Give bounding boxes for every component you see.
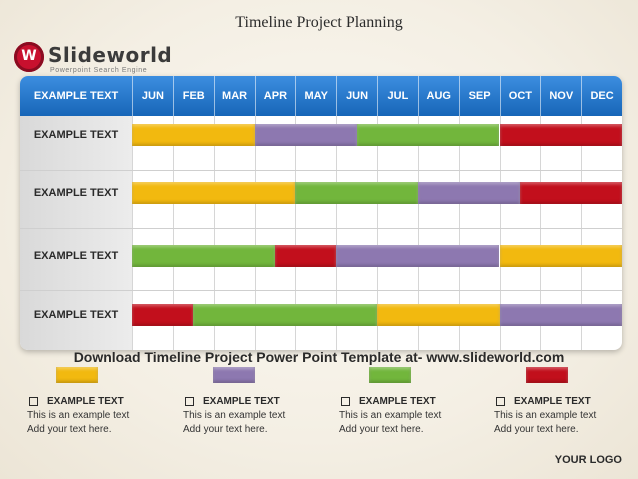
grid-vline bbox=[254, 116, 256, 350]
gantt-bar-row2-1 bbox=[274, 245, 337, 267]
month-header-2: MAR bbox=[213, 76, 255, 116]
legend-line1-2: This is an example text bbox=[339, 410, 442, 421]
legend-swatch-1 bbox=[213, 367, 255, 383]
logo-tagline: Powerpoint Search Engine bbox=[50, 67, 148, 74]
grid-hline bbox=[20, 170, 622, 171]
checkbox-icon bbox=[496, 397, 505, 406]
legend-line2-0: Add your text here. bbox=[27, 424, 112, 435]
row-label-1: EXAMPLE TEXT bbox=[33, 187, 119, 199]
gantt-bar-row0-0 bbox=[132, 124, 255, 146]
grid-vline bbox=[540, 116, 542, 350]
legend-title-2: EXAMPLE TEXT bbox=[339, 396, 489, 407]
month-header-1: FEB bbox=[172, 76, 214, 116]
month-header-6: JUL bbox=[377, 76, 418, 116]
gantt-bar-row1-0 bbox=[132, 182, 296, 204]
legend-item-0: EXAMPLE TEXT This is an example text Add y… bbox=[27, 396, 177, 435]
month-header-3: APR bbox=[254, 76, 296, 116]
month-header-10: NOV bbox=[540, 76, 581, 116]
gantt-bar-row2-3 bbox=[499, 245, 622, 267]
grid-vline bbox=[581, 116, 583, 350]
legend-item-2: EXAMPLE TEXT This is an example text Add y… bbox=[339, 396, 489, 435]
gantt-bar-row0-3 bbox=[499, 124, 622, 146]
timeline-table: EXAMPLE TEXT JUN FEB MAR APR MAY JUN JUL AUG SEP O… bbox=[20, 76, 622, 350]
grid-vline bbox=[458, 116, 460, 350]
gantt-bar-row0-1 bbox=[254, 124, 357, 146]
legend-title-3: EXAMPLE TEXT bbox=[494, 396, 638, 407]
grid-vline bbox=[172, 116, 174, 350]
legend-title-0: EXAMPLE TEXT bbox=[27, 396, 177, 407]
legend-line1-3: This is an example text bbox=[494, 410, 597, 421]
month-header-8: SEP bbox=[458, 76, 500, 116]
legend-title-1: EXAMPLE TEXT bbox=[183, 396, 333, 407]
slideworld-logo: Slideworld Powerpoint Search Engine bbox=[14, 40, 184, 76]
row-label-0: EXAMPLE TEXT bbox=[33, 129, 119, 141]
gantt-bar-row3-2 bbox=[377, 304, 500, 326]
grid-vline bbox=[417, 116, 419, 350]
month-header-11: DEC bbox=[581, 76, 622, 116]
download-caption: Download Timeline Project Power Point Te… bbox=[73, 349, 565, 365]
gantt-bar-row2-2 bbox=[336, 245, 500, 267]
grid-vline bbox=[295, 116, 297, 350]
grid-hline bbox=[20, 228, 622, 229]
month-header-7: AUG bbox=[417, 76, 459, 116]
month-header-5: JUN bbox=[336, 76, 377, 116]
legend-swatch-0 bbox=[56, 367, 98, 383]
gantt-bar-row3-1 bbox=[193, 304, 377, 326]
legend-line1-0: This is an example text bbox=[27, 410, 130, 421]
month-header: EXAMPLE TEXT JUN FEB MAR APR MAY JUN JUL AUG SEP O… bbox=[20, 76, 622, 116]
legend-line2-2: Add your text here. bbox=[339, 424, 424, 435]
legend-item-3: EXAMPLE TEXT This is an example text Add y… bbox=[494, 396, 638, 435]
logo-name: Slideworld bbox=[48, 43, 173, 67]
gantt-bar-row1-1 bbox=[295, 182, 418, 204]
gantt-bar-row1-2 bbox=[417, 182, 520, 204]
row-label-3: EXAMPLE TEXT bbox=[33, 309, 119, 321]
row-label-column bbox=[20, 116, 132, 350]
grid-vline bbox=[336, 116, 338, 350]
header-corner-label: EXAMPLE TEXT bbox=[33, 90, 119, 102]
month-header-4: MAY bbox=[295, 76, 336, 116]
legend-title-text: EXAMPLE TEXT bbox=[359, 396, 436, 407]
grid-vline bbox=[377, 116, 378, 350]
slide-title: Timeline Project Planning bbox=[235, 14, 403, 31]
your-logo-text: YOUR LOGO bbox=[554, 454, 622, 466]
legend-line1-1: This is an example text bbox=[183, 410, 286, 421]
legend-line2-1: Add your text here. bbox=[183, 424, 268, 435]
gantt-bar-row3-3 bbox=[499, 304, 622, 326]
gantt-bar-row3-0 bbox=[132, 304, 194, 326]
grid-vline bbox=[499, 116, 501, 350]
grid-vline bbox=[132, 116, 133, 350]
gantt-bar-row0-2 bbox=[356, 124, 500, 146]
month-header-9: OCT bbox=[499, 76, 541, 116]
grid-hline bbox=[20, 290, 622, 291]
grid-vline bbox=[213, 116, 215, 350]
legend-line2-3: Add your text here. bbox=[494, 424, 579, 435]
legend-title-text: EXAMPLE TEXT bbox=[203, 396, 280, 407]
row-label-2: EXAMPLE TEXT bbox=[33, 250, 119, 262]
legend-title-text: EXAMPLE TEXT bbox=[47, 396, 124, 407]
gantt-bar-row2-0 bbox=[132, 245, 275, 267]
month-header-0: JUN bbox=[132, 76, 173, 116]
legend-swatch-2 bbox=[369, 367, 411, 383]
checkbox-icon bbox=[341, 397, 350, 406]
legend-item-1: EXAMPLE TEXT This is an example text Add y… bbox=[183, 396, 333, 435]
checkbox-icon bbox=[29, 397, 38, 406]
checkbox-icon bbox=[185, 397, 194, 406]
slideworld-logo-icon bbox=[14, 42, 44, 72]
gantt-bar-row1-3 bbox=[519, 182, 622, 204]
legend-swatch-3 bbox=[526, 367, 568, 383]
legend-title-text: EXAMPLE TEXT bbox=[514, 396, 591, 407]
